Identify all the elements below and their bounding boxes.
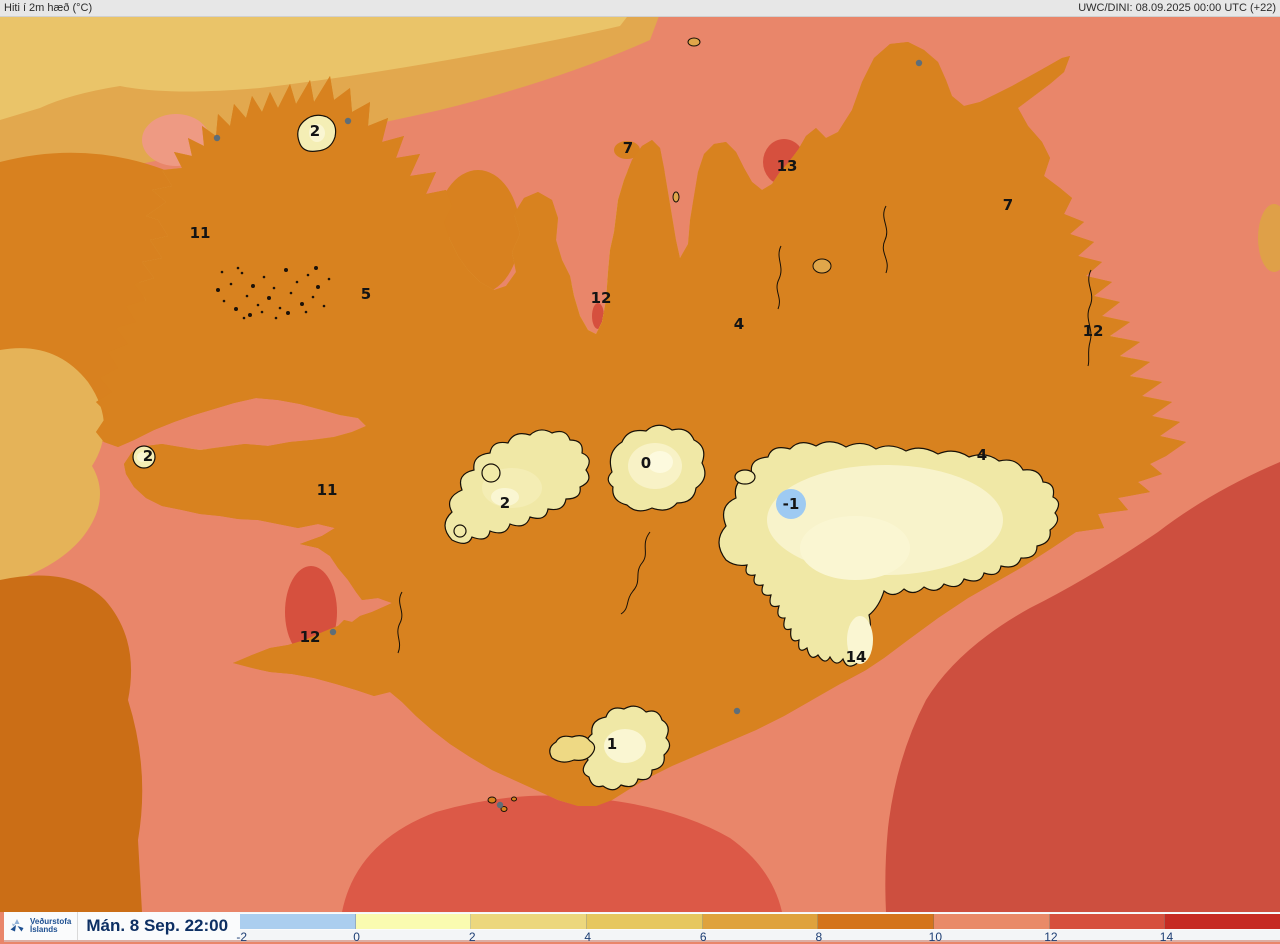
town-dot [344, 117, 352, 125]
town-dot [733, 707, 741, 715]
glacier-tungnafellsjokull [734, 469, 756, 485]
temperature-legend: -2 0 2 4 6 8 10 12 14 [236, 912, 1280, 944]
legend-tick-labels: -2 0 2 4 6 8 10 12 14 [236, 930, 1280, 944]
valid-time: Mán. 8 Sep. 22:00 [78, 912, 241, 940]
breidafjordur-islets [216, 266, 331, 320]
glacier-eyjafjallajokull [549, 735, 596, 763]
legend-seg-8 [818, 914, 935, 929]
legend-tick: 12 [1044, 930, 1058, 944]
lake-myvatn [812, 258, 832, 274]
temp-label: 14 [846, 648, 867, 666]
town-dot [329, 628, 337, 636]
cold-spot-halo [776, 489, 806, 519]
town-dot [915, 59, 923, 67]
temp-label: 7 [1003, 196, 1013, 214]
legend-seg-4 [587, 914, 703, 929]
model-run-info: UWC/DINI: 08.09.2025 00:00 UTC (+22) [1078, 2, 1276, 14]
islands-and-lakes [487, 37, 832, 812]
logo-line2: Íslands [30, 925, 58, 934]
legend-tick: 0 [353, 930, 360, 944]
town-dots [213, 59, 923, 809]
temp-label: 4 [977, 446, 987, 464]
top-info-bar: Hiti í 2m hæð (°C) UWC/DINI: 08.09.2025 … [0, 0, 1280, 17]
vedurstofa-logo-icon [10, 919, 24, 932]
legend-tick: 10 [928, 930, 943, 944]
legend-seg-12 [1049, 914, 1166, 929]
legend-seg--2 [240, 914, 356, 929]
temp-label: 12 [591, 289, 612, 307]
island-vestmannaeyjar [487, 796, 497, 804]
legend-tick: 8 [815, 930, 823, 944]
temp-label: 2 [310, 122, 320, 140]
temp-label: 11 [317, 481, 338, 499]
legend-seg-2 [471, 914, 588, 929]
temp-label: 7 [623, 139, 633, 157]
vedurstofa-logo[interactable]: Veðurstofa Íslands [4, 912, 79, 940]
temp-label: 12 [300, 628, 321, 646]
glacier-thorisjokull [453, 524, 467, 538]
bottom-bar: Veðurstofa Íslands Mán. 8 Sep. 22:00 -2 0… [4, 912, 1280, 944]
island-hrisey [672, 191, 680, 203]
legend-tick: 6 [699, 930, 707, 944]
temp-label: 0 [641, 454, 651, 472]
temp-label: 13 [777, 157, 798, 175]
map-title: Hiti í 2m hæð (°C) [4, 2, 93, 14]
temp-label: 11 [190, 224, 211, 242]
legend-seg-14 [1165, 914, 1280, 929]
town-dot [496, 801, 504, 809]
legend-seg-10 [934, 914, 1050, 929]
rivers [397, 205, 1093, 654]
legend-tick: 4 [584, 930, 592, 944]
legend-seg-0 [355, 914, 472, 929]
logo-line1: Veðurstofa [30, 917, 72, 926]
temp-label: 2 [500, 494, 510, 512]
island-grimsey [687, 37, 701, 47]
temp-label: 2 [143, 447, 153, 465]
temp-label: 12 [1083, 322, 1104, 340]
legend-tick: 2 [468, 930, 476, 944]
temp-label: -1 [783, 495, 800, 513]
temp-label: 4 [734, 315, 744, 333]
town-dot [213, 134, 221, 142]
legend-seg-6 [702, 914, 819, 929]
legend-color-bar [240, 913, 1280, 930]
glacier-eiriksjokull [481, 463, 501, 483]
temp-label: 5 [361, 285, 371, 303]
legend-tick: -2 [236, 930, 248, 944]
temp-label: 1 [607, 735, 617, 753]
legend-tick: 14 [1159, 930, 1174, 944]
